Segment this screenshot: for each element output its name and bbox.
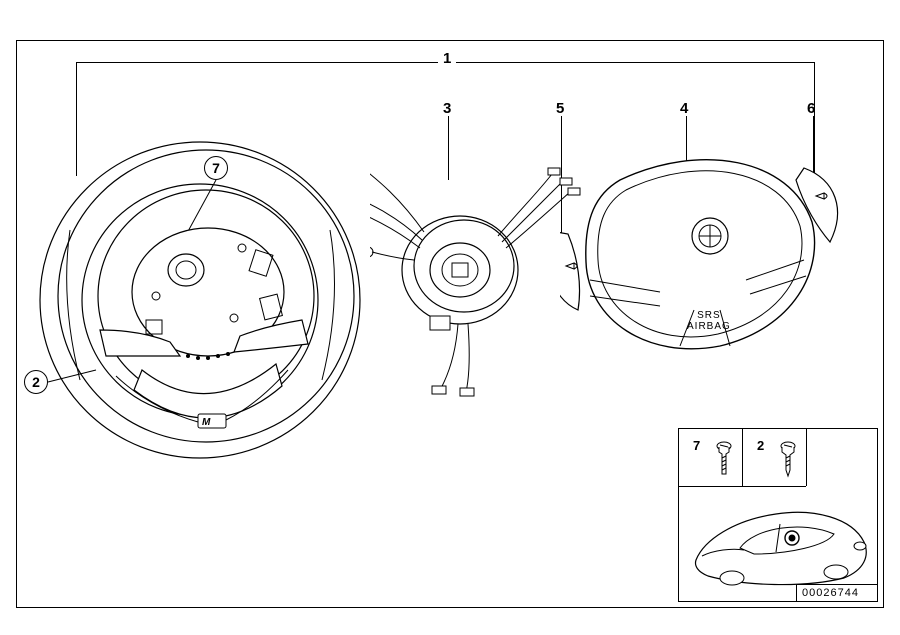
- srs-airbag-label: SRS AIRBAG: [687, 310, 731, 332]
- slip-ring: [370, 140, 590, 400]
- legend-callout-7: 7: [693, 438, 700, 453]
- legend-screw-2: [776, 440, 800, 480]
- steering-wheel: M: [30, 120, 390, 480]
- legend-screw-7: [712, 440, 736, 480]
- legend-v-divider-1: [742, 428, 743, 486]
- diagram-canvas: { "diagram": { "type": "exploded-parts-d…: [0, 0, 900, 635]
- srs-line2: AIRBAG: [687, 321, 731, 332]
- part-id: 00026744: [802, 587, 859, 599]
- legend-v-divider-2: [806, 428, 807, 486]
- legend-h-divider: [678, 486, 806, 487]
- airbag-module: [560, 150, 860, 410]
- legend-callout-2: 2: [757, 438, 764, 453]
- svg-text:M: M: [202, 417, 211, 428]
- srs-line1: SRS: [687, 310, 731, 321]
